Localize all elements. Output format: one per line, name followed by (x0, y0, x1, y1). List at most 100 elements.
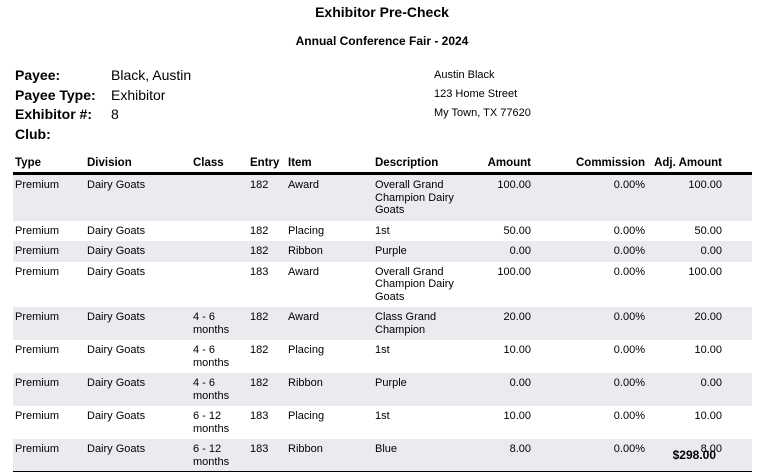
cell: 4 - 6 months (193, 373, 250, 406)
spacer (722, 173, 752, 221)
cell: 182 (250, 241, 288, 262)
field-label: Exhibitor #: (15, 106, 93, 122)
field-value: 8 (111, 106, 119, 122)
entry-row: Premium Dairy Goats 4 - 6 months 182 Ribbon P… (13, 373, 752, 406)
table-body: Premium Dairy Goats 182 Award Overall Grand … (13, 173, 752, 472)
column-header: Item (288, 157, 375, 175)
cell: 8.00 (645, 439, 722, 472)
cell: 0.00% (531, 307, 645, 340)
cell: 0.00 (645, 241, 722, 262)
title: Exhibitor Pre-Check (315, 4, 449, 20)
spacer (722, 439, 752, 472)
field-label: Payee: (15, 67, 61, 83)
cell: 0.00% (531, 173, 645, 221)
cell: Placing (288, 344, 325, 356)
rule (13, 471, 752, 472)
entry-row: Premium Dairy Goats 182 Ribbon Purple 0.00 0.0… (13, 241, 752, 262)
spacer (722, 373, 752, 406)
cell: 50.00 (694, 224, 722, 237)
cell: 10.00 (503, 410, 531, 422)
cell: Class Grand Champion (375, 307, 465, 340)
total: $298.00 (672, 448, 716, 462)
cell: 182 (250, 307, 288, 340)
cell: Premium (13, 439, 87, 472)
subtitle: Annual Conference Fair - 2024 (295, 34, 469, 48)
entry-row: Premium Dairy Goats 182 Award Overall Grand … (13, 173, 752, 221)
cell: Award (288, 307, 375, 340)
cell: 182 (250, 224, 269, 237)
payee-field: Exhibitor #: 8 (15, 106, 315, 126)
cell: Premium (15, 410, 60, 422)
cell: Premium (13, 173, 87, 221)
cell: Premium (13, 241, 87, 262)
entry-row: Premium Dairy Goats 183 Award Overall Grand … (13, 262, 752, 308)
spacer (722, 157, 752, 175)
cell: 6 - 12 months (193, 439, 250, 472)
cell: Purple (375, 373, 465, 406)
cell: Dairy Goats (87, 173, 193, 221)
entry-row: Premium Dairy Goats 6 - 12 months 183 Placin… (13, 406, 752, 439)
cell: 10.00 (694, 344, 722, 356)
cell (193, 173, 250, 221)
cell: 0.00% (613, 410, 645, 422)
cell: 1st (375, 344, 390, 356)
cell: Dairy Goats (87, 373, 193, 406)
cell: 182 (250, 373, 288, 406)
cell: Placing (288, 224, 325, 237)
cell: Dairy Goats (87, 410, 146, 422)
cell: 100.00 (688, 265, 722, 278)
column-header: Type (13, 157, 87, 175)
cell: Dairy Goats (87, 344, 146, 356)
cell: Award (288, 173, 375, 221)
cell: Overall Grand Champion Dairy Goats (375, 173, 465, 221)
column-header: Entry (250, 157, 288, 175)
address-block: Austin Black 123 Home Street My Town, TX 7… (434, 69, 531, 126)
field-label: Club: (15, 125, 51, 142)
cell: 100.00 (465, 173, 531, 221)
spacer (722, 406, 752, 439)
spacer (722, 221, 752, 242)
column-header: Commission (531, 157, 645, 175)
cell: Overall Grand Champion Dairy Goats (375, 265, 454, 303)
cell: 10.00 (503, 344, 531, 356)
entry-row: Premium Dairy Goats 182 Placing 1st 50.00 0.00… (13, 221, 752, 242)
cell: Purple (375, 241, 465, 262)
cell: 4 - 6 months (193, 307, 250, 340)
payee-block: Payee: Black, Austin Payee Type: Exhibitor E… (15, 67, 315, 145)
cell: 0.00 (465, 373, 531, 406)
cell: Ribbon (288, 241, 375, 262)
payee-field: Club: (15, 126, 315, 146)
cell: Premium (15, 344, 60, 356)
cell: Placing (288, 410, 325, 422)
cell: 6 - 12 months (193, 410, 230, 435)
payee-field: Payee: Black, Austin (15, 67, 315, 87)
cell: Ribbon (288, 373, 375, 406)
column-header: Amount (465, 157, 531, 175)
cell: 182 (250, 344, 269, 356)
cell: 183 (250, 265, 269, 278)
cell: Dairy Goats (87, 307, 193, 340)
cell: 183 (250, 410, 269, 422)
column-header: Class (193, 157, 250, 175)
cell: 100.00 (497, 265, 531, 278)
cell (193, 262, 250, 308)
cell: 0.00% (531, 373, 645, 406)
cell: Ribbon (288, 439, 375, 472)
cell: 1st (375, 224, 390, 237)
payee-field: Payee Type: Exhibitor (15, 87, 315, 107)
entries-table: Type Division Class Entry Item Description Amo… (13, 157, 752, 472)
cell: 100.00 (645, 173, 722, 221)
cell: 0.00% (531, 241, 645, 262)
cell: 8.00 (465, 439, 531, 472)
cell: Premium (13, 307, 87, 340)
column-header: Adj. Amount (645, 157, 722, 175)
spacer (722, 262, 752, 308)
cell: 0.00 (465, 241, 531, 262)
cell: 182 (250, 173, 288, 221)
address-line: 123 Home Street (434, 88, 518, 100)
cell: 183 (250, 439, 288, 472)
address-line: Austin Black (434, 69, 495, 81)
cell: Premium (13, 373, 87, 406)
cell: 1st (375, 410, 390, 422)
cell: 20.00 (645, 307, 722, 340)
